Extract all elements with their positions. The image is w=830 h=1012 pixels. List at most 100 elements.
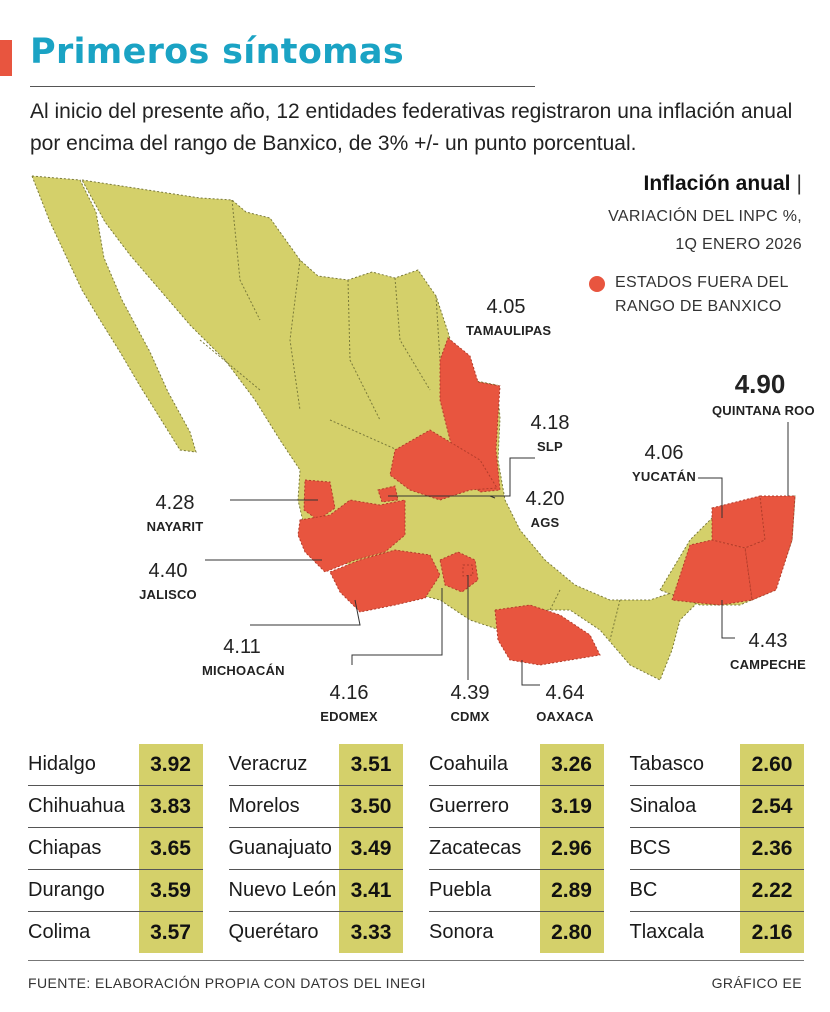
state-value: 3.19 (539, 786, 604, 827)
callout-value: 4.11 (223, 636, 261, 658)
state-value: 3.49 (339, 828, 403, 869)
state-name: Nuevo León (228, 879, 337, 901)
page-subtitle: Al inicio del presente año, 12 entidades… (30, 100, 793, 155)
state-value: 3.50 (339, 786, 403, 827)
state-ags (377, 485, 399, 503)
inflation-table: Hidalgo 3.92 Chihuahua 3.83 Chiapas 3.65 Du… (28, 744, 804, 953)
legend-unit-line1: VARIACIÓN DEL INPC %, (608, 208, 802, 225)
table-row: Sonora 2.80 (429, 912, 604, 953)
state-name: Zacatecas (429, 837, 522, 859)
callout-michoacan: 4.11 MICHOACÁN (202, 636, 285, 679)
leader-ags (388, 495, 496, 499)
state-name: Colima (28, 921, 91, 943)
table-row: Durango 3.59 (28, 870, 203, 912)
source-note: FUENTE: ELABORACIÓN PROPIA CON DATOS DEL… (28, 975, 426, 991)
table-row: Morelos 3.50 (228, 786, 403, 828)
callout-jalisco: 4.40 JALISCO (133, 560, 203, 603)
state-value: 2.96 (539, 828, 604, 869)
legend-title: Inflación anual | (644, 172, 803, 196)
table-column: Hidalgo 3.92 Chihuahua 3.83 Chiapas 3.65 Du… (28, 744, 203, 953)
state-name: Guerrero (429, 795, 510, 817)
callout-value: 4.40 (148, 560, 188, 582)
table-row: Colima 3.57 (28, 912, 203, 953)
callout-name: NAYARIT (146, 519, 204, 534)
callout-value: 4.28 (155, 492, 195, 514)
state-campeche (671, 539, 753, 606)
callout-value: 4.20 (525, 488, 565, 510)
state-value: 3.33 (339, 912, 403, 953)
table-row: Tabasco 2.60 (629, 744, 804, 786)
state-value: 3.92 (138, 744, 203, 785)
callout-value: 4.39 (450, 682, 490, 704)
table-row: BC 2.22 (629, 870, 804, 912)
table-row: Veracruz 3.51 (228, 744, 403, 786)
callout-value: 4.43 (748, 630, 788, 652)
callout-quintana-roo: 4.90 QUINTANA ROO (712, 370, 815, 419)
table-row: Querétaro 3.33 (228, 912, 403, 953)
callout-cdmx: 4.39 CDMX (438, 682, 502, 725)
state-nayarit (303, 479, 336, 521)
callout-nayarit: 4.28 NAYARIT (140, 492, 210, 535)
callout-name: QUINTANA ROO (712, 403, 815, 418)
state-name: BCS (629, 837, 671, 859)
state-value: 3.83 (138, 786, 203, 827)
callout-name: MICHOACÁN (202, 663, 285, 678)
table-row: Chihuahua 3.83 (28, 786, 203, 828)
callout-value: 4.18 (530, 412, 570, 434)
table-row: Puebla 2.89 (429, 870, 604, 912)
state-value: 2.22 (740, 870, 804, 911)
state-name: Veracruz (228, 753, 308, 775)
table-row: Hidalgo 3.92 (28, 744, 203, 786)
state-value: 3.41 (339, 870, 403, 911)
state-name: Chihuahua (28, 795, 125, 817)
table-row: Sinaloa 2.54 (629, 786, 804, 828)
state-yucatan (711, 495, 766, 549)
table-row: BCS 2.36 (629, 828, 804, 870)
state-value: 2.80 (539, 912, 604, 953)
state-name: Sonora (429, 921, 494, 943)
title-accent-bar (0, 40, 12, 76)
callout-yucatan: 4.06 YUCATÁN (626, 442, 702, 485)
table-row: Guanajuato 3.49 (228, 828, 403, 870)
legend-title-text: Inflación anual (643, 172, 791, 195)
state-name: Puebla (429, 879, 492, 901)
table-column: Coahuila 3.26 Guerrero 3.19 Zacatecas 2.96 … (429, 744, 604, 953)
callout-oaxaca: 4.64 OAXACA (530, 682, 600, 725)
state-name: Querétaro (228, 921, 319, 943)
leader-campeche (721, 600, 735, 639)
legend-red-swatch (589, 276, 605, 292)
leader-slp (485, 457, 535, 497)
state-name: Durango (28, 879, 105, 901)
state-value: 3.26 (539, 744, 604, 785)
legend-red-line1: ESTADOS FUERA DEL (615, 274, 789, 291)
state-name: Morelos (228, 795, 300, 817)
callout-name: CDMX (450, 709, 490, 724)
table-row: Guerrero 3.19 (429, 786, 604, 828)
state-jalisco (297, 499, 406, 573)
state-value: 2.89 (539, 870, 604, 911)
baja-california-shape (31, 175, 197, 453)
state-name: Chiapas (28, 837, 102, 859)
state-value: 3.65 (138, 828, 203, 869)
state-value: 2.54 (740, 786, 804, 827)
state-quintana-roo (744, 495, 796, 601)
state-value: 2.36 (740, 828, 804, 869)
callout-name: TAMAULIPAS (466, 323, 552, 338)
callout-name: YUCATÁN (632, 469, 696, 484)
leader-oaxaca (521, 660, 540, 686)
callout-campeche: 4.43 CAMPECHE (728, 630, 808, 673)
leader-michoacan (250, 599, 361, 626)
table-row: Tlaxcala 2.16 (630, 912, 804, 953)
callout-value: 4.16 (329, 682, 369, 704)
callout-name: CAMPECHE (730, 657, 806, 672)
state-value: 3.59 (138, 870, 203, 911)
legend-red-line2: RANGO DE BANXICO (615, 298, 782, 315)
state-slp (389, 429, 498, 501)
table-row: Zacatecas 2.96 (429, 828, 604, 870)
callout-value: 4.64 (545, 682, 585, 704)
table-column: Veracruz 3.51 Morelos 3.50 Guanajuato 3.49 … (228, 744, 403, 953)
title-rule (30, 86, 535, 87)
callout-name: AGS (530, 515, 560, 530)
leader-edomex (351, 588, 443, 665)
state-value: 2.60 (740, 744, 804, 785)
